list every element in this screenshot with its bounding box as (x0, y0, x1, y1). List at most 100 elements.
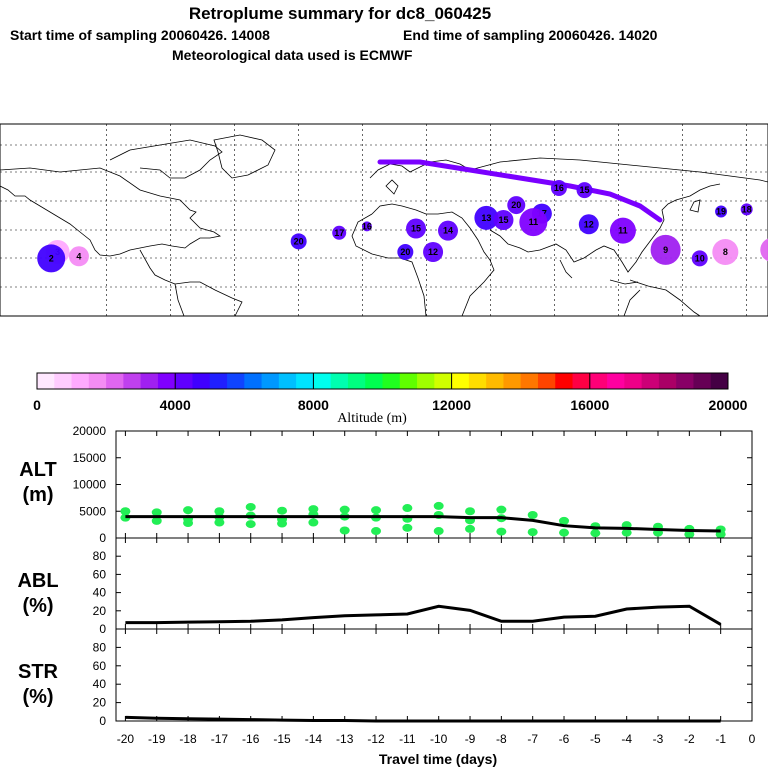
plume-day-label: 15 (498, 215, 508, 225)
plume-day-label: 16 (554, 183, 564, 193)
colorbar-tick-label: 12000 (432, 397, 471, 413)
x-tick-label: -7 (527, 732, 538, 746)
plume-markers: 1617201514131520171615121111987534211819… (37, 180, 768, 273)
plume-day-label: 19 (716, 206, 726, 216)
colorbar-cell (503, 373, 522, 389)
scatter-point (465, 507, 476, 516)
panel-str: 0 20 40 60 80 STR (%) (18, 628, 753, 728)
y-tick-label: 20 (93, 696, 107, 710)
x-tick-label: -13 (336, 732, 354, 746)
scatter-point (277, 506, 288, 515)
y-tick-label: 0 (99, 531, 106, 545)
colorbar-cell (37, 373, 55, 389)
panel-label: ALT (19, 459, 56, 481)
x-tick-label: 0 (749, 732, 756, 746)
y-tick-label: 20000 (73, 424, 107, 438)
scatter-point (120, 507, 131, 516)
x-tick-label: -20 (117, 732, 135, 746)
x-tick-label: -12 (367, 732, 385, 746)
start-time-label: Start time of sampling 20060426. 14008 (10, 27, 270, 43)
figure-title: Retroplume summary for dc8_060425 (189, 4, 491, 23)
y-tick-label: 15000 (73, 451, 107, 465)
plume-marker (691, 250, 708, 267)
scatter-point (183, 519, 194, 528)
plume-marker (290, 233, 307, 250)
colorbar-cell (192, 373, 211, 389)
timeseries-panels: 0 5000 10000 15000 20000 ALT (m) 0 20 40 60 80 ABL (%… (17, 424, 755, 746)
plume-marker (650, 234, 681, 265)
plume-marker (550, 180, 567, 196)
scatter-point (371, 527, 382, 536)
x-tick-label: -14 (305, 732, 323, 746)
colorbar-cell (278, 373, 297, 389)
colorbar-cell (710, 373, 729, 389)
plume-day-label: 2 (49, 253, 54, 263)
scatter-point (214, 507, 225, 516)
colorbar-cell (658, 373, 677, 389)
x-tick-label: -2 (684, 732, 695, 746)
series-line (125, 715, 721, 723)
plume-marker (438, 220, 458, 241)
x-tick-label: -19 (148, 732, 166, 746)
colorbar-cell (641, 373, 660, 389)
altitude-colorbar: 0 4000 8000 12000 16000 20000 Altitude (m) (33, 372, 748, 426)
plume-marker (760, 238, 768, 262)
plume-day-label: 14 (443, 226, 453, 236)
panel-frame (115, 430, 753, 539)
plume-day-label: 20 (400, 247, 410, 257)
panel-frame (115, 628, 753, 722)
y-tick-label: 60 (93, 659, 107, 673)
scatter-point (308, 518, 319, 527)
scatter-point (527, 510, 538, 519)
scatter-point (183, 506, 194, 515)
x-axis-label: Travel time (days) (379, 751, 497, 767)
scatter-point (151, 516, 162, 525)
colorbar-cell (244, 373, 263, 389)
plume-day-label: 12 (584, 219, 594, 229)
colorbar-cell (261, 373, 280, 389)
x-tick-label: -17 (211, 732, 229, 746)
y-tick-label: 20 (93, 604, 107, 618)
colorbar-cell (365, 373, 383, 389)
world-map: 1617201514131520171615121111987534211819… (0, 123, 768, 317)
panel-unit: (m) (22, 484, 53, 506)
colorbar-cell (399, 373, 418, 389)
colorbar-tick-label: 16000 (570, 397, 609, 413)
colorbar-tick-label: 8000 (298, 397, 329, 413)
plume-day-label: 20 (294, 236, 304, 246)
colorbar-cell (123, 373, 142, 389)
colorbar-cell (468, 373, 487, 389)
colorbar-cell (434, 373, 453, 389)
scatter-point (527, 528, 538, 537)
y-tick-label: 80 (93, 640, 107, 654)
colorbar-cell (624, 373, 643, 389)
plume-marker (397, 244, 414, 260)
scatter-point (590, 529, 601, 538)
colorbar-cell (296, 373, 314, 389)
scatter-point (465, 524, 476, 533)
scatter-point (245, 502, 256, 511)
plume-marker (578, 214, 599, 235)
colorbar-cells (37, 373, 729, 389)
scatter-point (402, 523, 413, 532)
x-tick-label: -9 (465, 732, 476, 746)
y-tick-label: 10000 (73, 478, 107, 492)
plume-marker (712, 239, 739, 265)
scatter-point (621, 528, 632, 537)
panel-label: STR (18, 661, 59, 683)
plume-marker (68, 246, 89, 267)
colorbar-tick-label: 20000 (709, 397, 748, 413)
y-tick-label: 80 (93, 549, 107, 563)
plume-marker (406, 218, 426, 239)
colorbar-cell (209, 373, 228, 389)
plume-day-label: 10 (695, 253, 705, 263)
colorbar-cell (693, 373, 712, 389)
plume-day-label: 12 (428, 247, 438, 257)
colorbar-cell (71, 373, 90, 389)
scatter-point (433, 501, 444, 510)
plume-marker (740, 203, 753, 216)
plume-marker (37, 244, 66, 273)
x-tick-label: -4 (621, 732, 632, 746)
plume-day-label: 15 (411, 224, 421, 234)
scatter-point (684, 530, 695, 539)
